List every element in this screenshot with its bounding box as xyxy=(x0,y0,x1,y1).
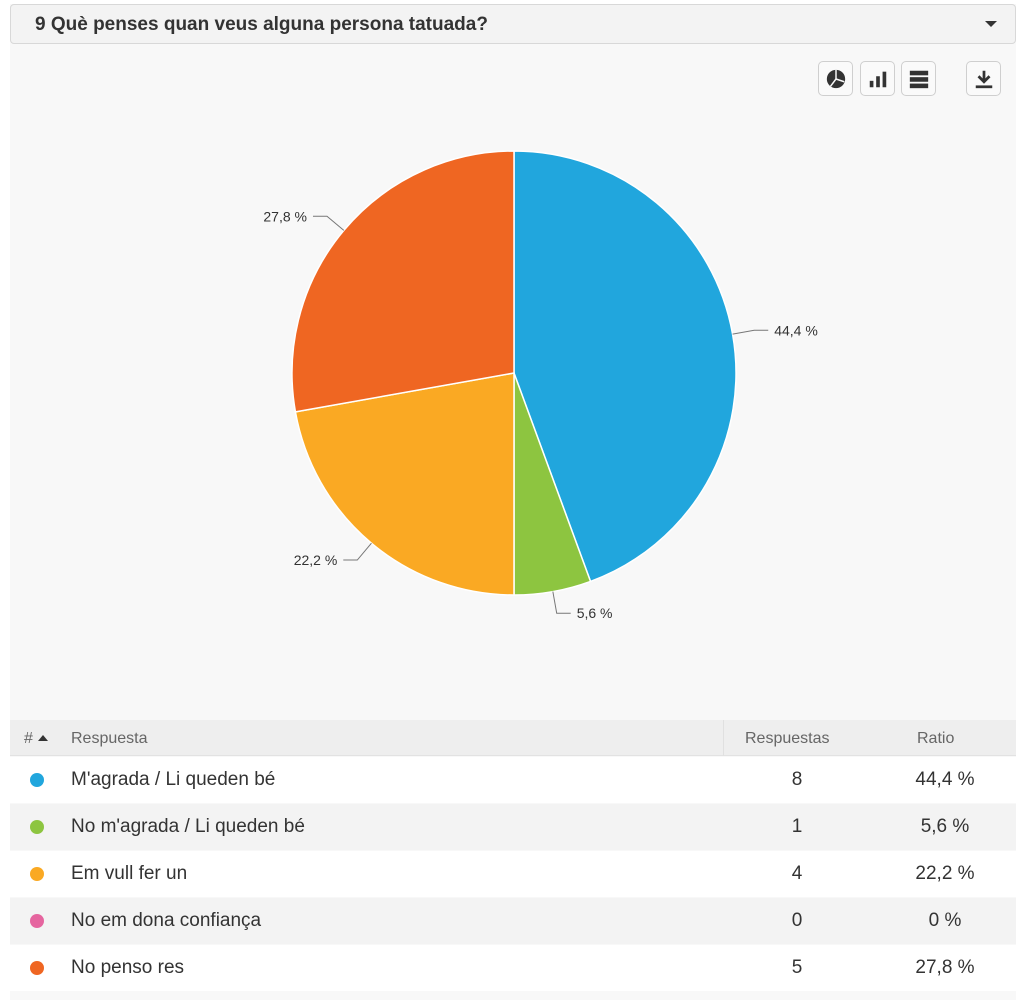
response-header: Respuesta xyxy=(71,730,148,747)
question-panel: 9 Què penses quan veus alguna persona ta… xyxy=(10,4,1016,1000)
response-label: No m'agrada / Li queden bé xyxy=(71,816,305,837)
collapse-toggle-icon[interactable] xyxy=(985,21,997,27)
legend-dot xyxy=(30,867,44,881)
response-ratio: 22,2 % xyxy=(915,863,975,884)
label-connector xyxy=(552,591,571,614)
sort-by-index-header[interactable]: # xyxy=(24,730,48,748)
bar-chart-icon xyxy=(869,71,886,87)
table-row: No penso res 5 27,8 % xyxy=(10,945,1016,991)
data-label: 22,2 % xyxy=(294,552,338,568)
data-label: 5,6 % xyxy=(577,605,613,621)
pie-slice[interactable] xyxy=(291,150,515,413)
download-button[interactable] xyxy=(966,61,1001,96)
label-connector xyxy=(732,329,769,335)
pie-chart-button[interactable] xyxy=(818,61,853,96)
response-ratio: 27,8 % xyxy=(915,957,975,978)
pie-chart: 44,4 % 5,6 % 22,2 % 27,8 % xyxy=(10,104,1016,714)
question-header[interactable]: 9 Què penses quan veus alguna persona ta… xyxy=(10,4,1016,44)
table-row: M'agrada / Li queden bé 8 44,4 % xyxy=(10,757,1016,803)
response-ratio: 0 % xyxy=(928,910,962,931)
legend-dot xyxy=(30,820,44,834)
response-label: M'agrada / Li queden bé xyxy=(71,769,276,790)
question-title: 9 Què penses quan veus alguna persona ta… xyxy=(35,14,488,35)
response-count: 4 xyxy=(791,863,803,884)
response-ratio: 44,4 % xyxy=(915,769,975,790)
data-label: 27,8 % xyxy=(263,208,307,224)
response-count: 8 xyxy=(791,769,803,790)
table-row: No m'agrada / Li queden bé 1 5,6 % xyxy=(10,804,1016,850)
sort-ascending-icon[interactable] xyxy=(37,735,48,741)
response-label: No em dona confiança xyxy=(71,910,262,931)
legend-dot xyxy=(30,961,44,975)
legend-dot xyxy=(30,914,44,928)
response-ratio: 5,6 % xyxy=(920,816,970,837)
response-count: 1 xyxy=(791,816,803,837)
table-header: # Respuesta Respuestas Ratio xyxy=(10,720,1016,756)
response-label: No penso res xyxy=(71,957,185,978)
pie-slice[interactable] xyxy=(294,372,515,596)
legend-dot xyxy=(30,773,44,787)
ratio-header: Ratio xyxy=(917,730,955,747)
table-view-button[interactable] xyxy=(901,61,936,96)
data-label: 44,4 % xyxy=(774,322,818,338)
table-row: Em vull fer un 4 22,2 % xyxy=(10,851,1016,897)
response-count: 5 xyxy=(791,957,803,978)
table-view-icon xyxy=(909,70,928,88)
label-connector xyxy=(312,215,345,231)
hash-header-label: # xyxy=(24,730,33,747)
table-row: No em dona confiança 0 0 % xyxy=(10,898,1016,944)
response-label: Em vull fer un xyxy=(71,863,188,884)
header-divider xyxy=(723,720,724,756)
results-table: # Respuesta Respuestas Ratio M'agrada / … xyxy=(10,720,1016,1000)
response-count: 0 xyxy=(791,910,803,931)
bar-chart-button[interactable] xyxy=(860,61,895,96)
pie-chart-svg: 44,4 % 5,6 % 22,2 % 27,8 % xyxy=(263,150,818,621)
count-header: Respuestas xyxy=(745,730,830,747)
pie-chart-icon xyxy=(826,69,845,88)
download-icon xyxy=(975,70,992,88)
label-connector xyxy=(343,542,372,561)
